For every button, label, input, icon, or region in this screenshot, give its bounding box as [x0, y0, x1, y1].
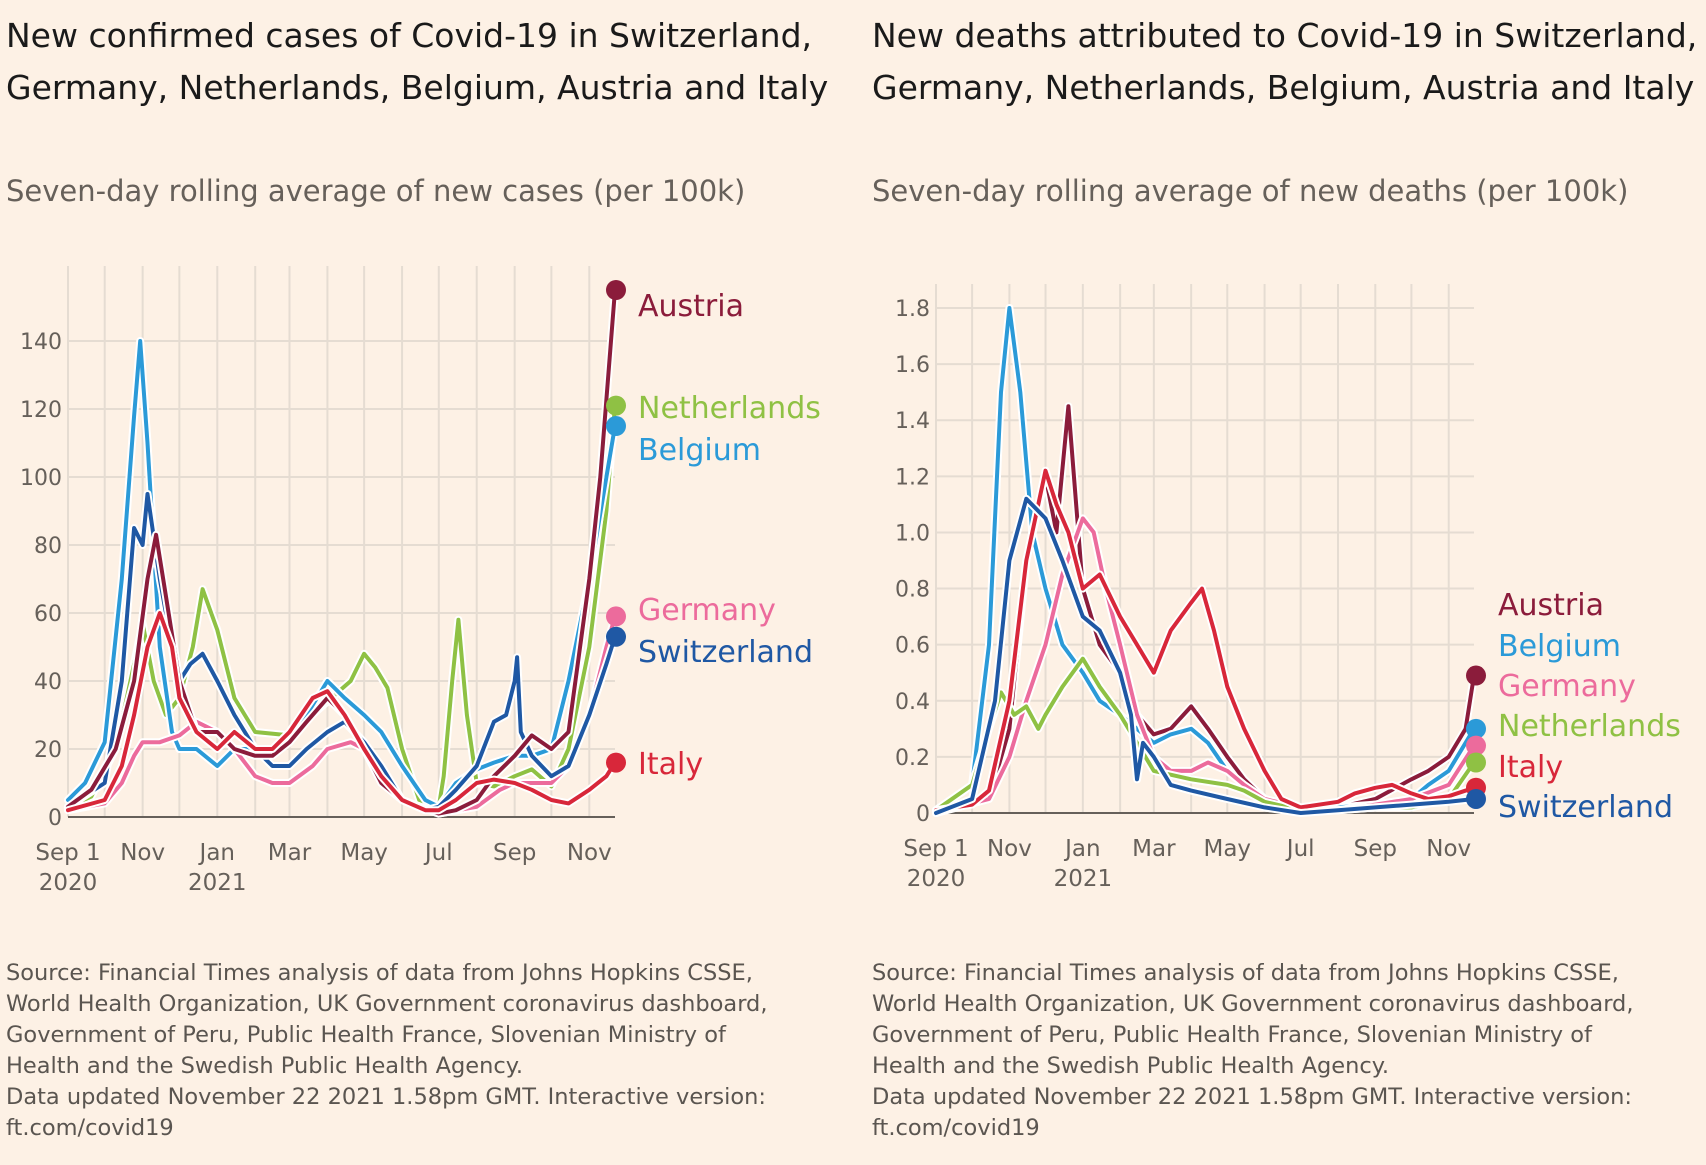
x-tick-label: Jan — [1063, 836, 1100, 862]
source-line: Government of Peru, Public Health France… — [872, 1022, 1592, 1048]
series-label: Austria — [1498, 588, 1604, 623]
x-tick-label: Sep — [493, 840, 536, 866]
source-line: Source: Financial Times analysis of data… — [6, 960, 753, 986]
series-line — [66, 611, 617, 813]
source-line: ft.com/covid19 — [6, 1115, 174, 1141]
series-end-dot — [1466, 718, 1486, 739]
series-label: Germany — [1498, 669, 1636, 704]
chart-title: New confirmed cases of Covid-19 in Switz… — [6, 16, 829, 107]
series-end-dot — [606, 626, 626, 647]
x-tick-label: Nov — [120, 840, 165, 866]
y-tick-label: 0.2 — [895, 746, 930, 771]
y-tick-label: 0.4 — [895, 690, 930, 715]
x-tick-label: Sep 1 — [903, 836, 968, 862]
x-tick-label: Jan — [198, 840, 235, 866]
deaths-chart-panel: New deaths attributed to Covid-19 in Swi… — [866, 0, 1706, 1165]
y-tick-label: 1.8 — [895, 297, 930, 322]
y-tick-label: 0.8 — [895, 578, 930, 603]
source-line: Government of Peru, Public Health France… — [6, 1022, 726, 1048]
series-end-dot — [606, 416, 626, 436]
series-line — [66, 614, 617, 816]
chart-subtitle: Seven-day rolling average of new deaths … — [872, 174, 1629, 208]
y-tick-label: 1.6 — [895, 353, 930, 378]
source-line: ft.com/covid19 — [872, 1115, 1040, 1141]
source-line: Health and the Swedish Public Health Age… — [872, 1053, 1389, 1079]
x-tick-label: Mar — [1132, 836, 1176, 862]
x-tick-label: Sep — [1354, 836, 1397, 862]
y-tick-label: 100 — [20, 466, 62, 491]
y-tick-label: 60 — [34, 602, 62, 627]
deaths-line-chart: 0 0.2 0.4 0.6 0.8 1.0 1.2 1.4 1.6 1.8 Sep 1 2020 Nov… — [895, 284, 1681, 892]
series-label: Belgium — [638, 433, 761, 468]
source-note: Source: Financial Times analysis of data… — [872, 958, 1702, 1144]
x-tick-year-label: 2021 — [188, 870, 247, 896]
cases-line-chart: 0 20 40 60 80 100 120 140 Sep 1 2020 Nov Jan 2021 Mar… — [20, 266, 821, 896]
series-end-dot — [606, 606, 626, 627]
series-germany — [64, 612, 619, 818]
x-tick-label: Nov — [567, 840, 612, 866]
series-austria — [64, 286, 619, 818]
x-tick-label: May — [1203, 836, 1251, 862]
y-tick-label: 1.4 — [895, 409, 930, 434]
chart-subtitle: Seven-day rolling average of new cases (… — [6, 174, 746, 208]
y-tick-label: 0 — [48, 806, 62, 831]
x-tick-label: Mar — [268, 840, 312, 866]
series-line — [934, 496, 1476, 815]
series-label: Switzerland — [638, 635, 813, 670]
source-line: Data updated November 22 2021 1.58pm GMT… — [6, 1084, 767, 1110]
series-label: Netherlands — [638, 391, 821, 426]
y-tick-label: 20 — [34, 738, 62, 763]
series-end-dot — [1466, 752, 1486, 773]
source-line: World Health Organization, UK Government… — [6, 991, 768, 1017]
y-tick-label: 80 — [34, 534, 62, 559]
series-line — [934, 468, 1476, 813]
y-tick-label: 140 — [20, 330, 62, 355]
y-tick-label: 40 — [34, 670, 62, 695]
series-label: Italy — [638, 747, 703, 782]
y-tick-label: 1.0 — [895, 521, 930, 546]
source-note: Source: Financial Times analysis of data… — [6, 958, 836, 1144]
series-label: Italy — [1498, 750, 1563, 785]
series-switzerland — [932, 494, 1478, 817]
series-italy — [64, 609, 619, 815]
series-line — [66, 403, 617, 809]
source-line: World Health Organization, UK Government… — [872, 991, 1634, 1017]
source-line: Data updated November 22 2021 1.58pm GMT… — [872, 1084, 1633, 1110]
y-tick-label: 1.2 — [895, 465, 930, 490]
x-tick-label: Sep 1 — [35, 840, 100, 866]
series-label: Belgium — [1498, 629, 1621, 664]
series-label: Austria — [638, 289, 744, 324]
grid — [67, 266, 615, 817]
x-tick-label: Nov — [987, 836, 1032, 862]
cases-chart-panel: New confirmed cases of Covid-19 in Switz… — [0, 0, 840, 1165]
y-tick-label: 120 — [20, 398, 62, 423]
x-tick-label: Jul — [1285, 836, 1315, 862]
source-line: Source: Financial Times analysis of data… — [872, 960, 1619, 986]
x-tick-label: Nov — [1426, 836, 1471, 862]
series-end-dot — [1466, 665, 1486, 686]
series-end-dot — [606, 395, 626, 416]
x-tick-label: Jul — [423, 840, 453, 866]
y-tick-label: 0 — [916, 802, 930, 827]
series-end-dot — [1466, 735, 1486, 756]
series-label: Germany — [638, 593, 776, 628]
source-line: Health and the Swedish Public Health Age… — [6, 1053, 523, 1079]
series-label: Switzerland — [1498, 790, 1673, 825]
x-tick-label: May — [340, 840, 388, 866]
y-tick-label: 0.6 — [895, 634, 930, 659]
series-end-dot — [606, 752, 626, 773]
series-italy — [932, 466, 1478, 815]
x-tick-year-label: 2020 — [907, 866, 966, 892]
series-end-dot — [1466, 788, 1486, 809]
x-tick-year-label: 2021 — [1054, 866, 1113, 892]
chart-title: New deaths attributed to Covid-19 in Swi… — [872, 16, 1698, 107]
series-netherlands — [64, 401, 619, 811]
series-label: Netherlands — [1498, 709, 1681, 744]
x-tick-year-label: 2020 — [39, 870, 98, 896]
series-end-dot — [606, 280, 626, 300]
